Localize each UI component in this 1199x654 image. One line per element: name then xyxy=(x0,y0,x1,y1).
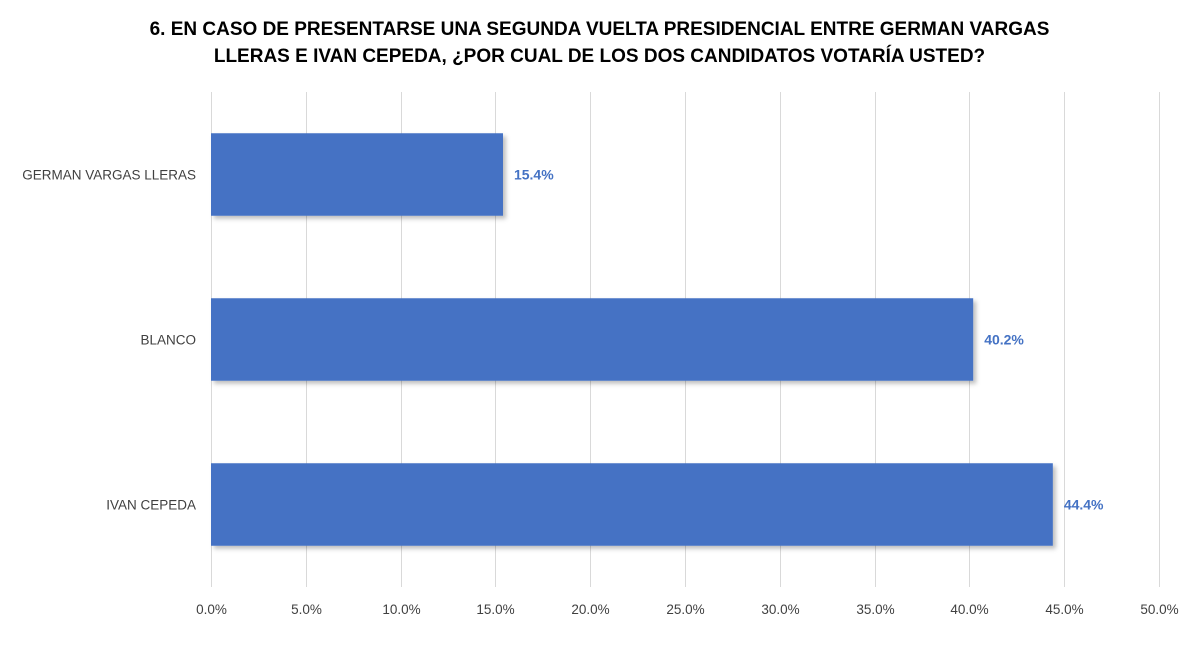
x-tick-label: 40.0% xyxy=(950,602,988,617)
x-tick-label: 20.0% xyxy=(571,602,609,617)
chart-title: 6. EN CASO DE PRESENTARSE UNA SEGUNDA VU… xyxy=(0,16,1199,70)
bars xyxy=(211,133,1053,546)
bar xyxy=(211,133,503,216)
category-label: GERMAN VARGAS LLERAS xyxy=(22,168,196,183)
x-tick-label: 30.0% xyxy=(761,602,799,617)
chart-title-line-1: 6. EN CASO DE PRESENTARSE UNA SEGUNDA VU… xyxy=(149,19,1050,40)
x-tick-label: 35.0% xyxy=(856,602,894,617)
x-tick-label: 50.0% xyxy=(1140,602,1178,617)
x-tick-label: 10.0% xyxy=(382,602,420,617)
x-tick-label: 5.0% xyxy=(291,602,322,617)
category-label: IVAN CEPEDA xyxy=(106,498,196,513)
chart-title-line-2: LLERAS E IVAN CEPEDA, ¿POR CUAL DE LOS D… xyxy=(213,46,986,67)
category-label: BLANCO xyxy=(140,333,196,348)
x-tick-label: 25.0% xyxy=(666,602,704,617)
data-label: 40.2% xyxy=(984,332,1024,348)
bar xyxy=(211,463,1053,546)
bar xyxy=(211,298,974,381)
labels: 0.0% 5.0% 10.0% 15.0% 20.0% 25.0% 30.0% 35.0% 40… xyxy=(22,167,1178,618)
x-tick-label: 45.0% xyxy=(1045,602,1083,617)
x-tick-label: 0.0% xyxy=(196,602,227,617)
data-label: 44.4% xyxy=(1064,497,1104,513)
x-tick-label: 15.0% xyxy=(476,602,514,617)
data-label: 15.4% xyxy=(514,167,554,183)
